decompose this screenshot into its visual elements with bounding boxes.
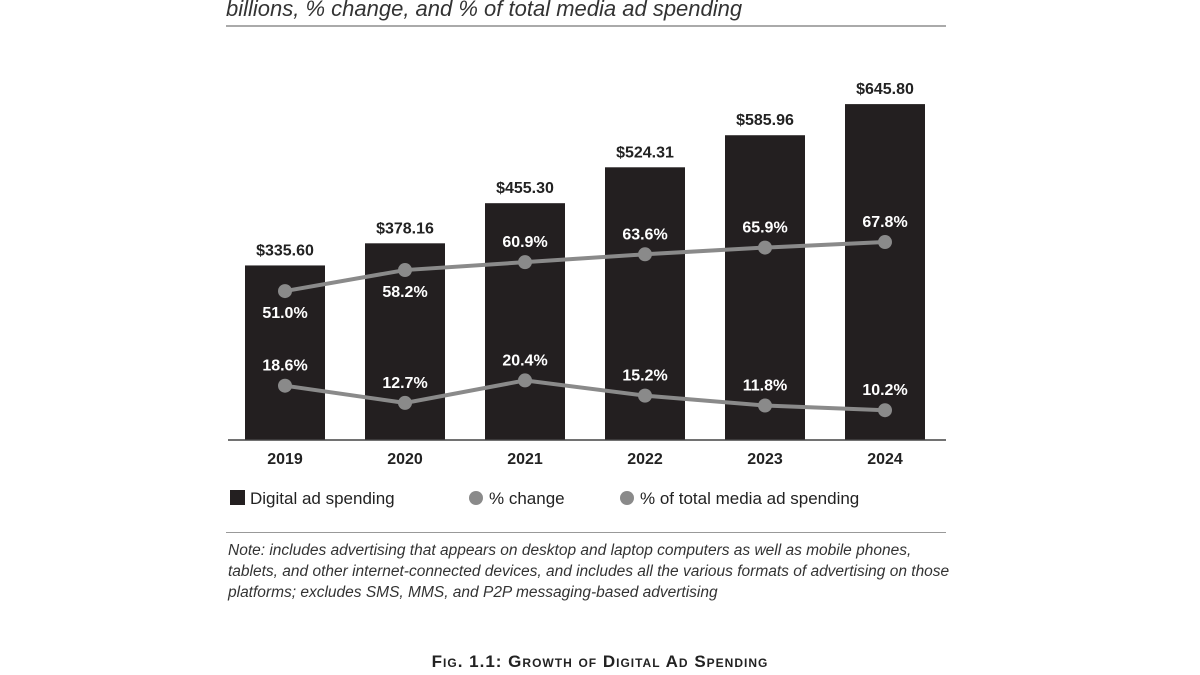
figure-caption: Fig. 1.1: Growth of Digital Ad Spending <box>431 652 769 671</box>
legend-label: Digital ad spending <box>250 489 395 508</box>
bar-label: $585.96 <box>736 112 794 129</box>
total-share-label: 63.6% <box>622 226 667 243</box>
pct-change-point <box>878 403 892 418</box>
bar-label: $524.31 <box>616 144 674 161</box>
bar-2023 <box>725 135 805 440</box>
bar-label: $455.30 <box>496 180 554 197</box>
legend-bar-swatch <box>230 490 245 505</box>
total-share-point <box>638 247 652 262</box>
pct-change-label: 12.7% <box>382 375 427 392</box>
pct-change-label: 11.8% <box>743 378 787 395</box>
total-share-label: 65.9% <box>742 220 787 237</box>
legend-total-share-swatch <box>620 491 634 505</box>
pct-change-point <box>398 395 412 410</box>
pct-change-point <box>518 373 532 388</box>
legend-label: % change <box>489 489 565 508</box>
pct-change-point <box>758 398 772 413</box>
total-share-point <box>278 284 292 299</box>
x-tick-label: 2022 <box>627 451 663 468</box>
pct-change-label: 10.2% <box>862 382 907 399</box>
total-share-label: 51.0% <box>262 305 307 322</box>
pct-change-label: 18.6% <box>262 358 307 375</box>
legend-label: % of total media ad spending <box>640 489 859 508</box>
total-share-label: 60.9% <box>502 234 547 251</box>
total-share-point <box>758 240 772 255</box>
legend-pct-change-swatch <box>469 491 483 505</box>
x-tick-label: 2021 <box>507 451 543 468</box>
bar-2024 <box>845 104 925 440</box>
total-share-label: 67.8% <box>862 214 907 231</box>
x-tick-label: 2019 <box>267 451 303 468</box>
x-tick-label: 2024 <box>867 451 903 468</box>
x-tick-label: 2023 <box>747 451 783 468</box>
total-share-point <box>398 263 412 278</box>
total-share-line <box>284 240 886 294</box>
bar-2021 <box>485 203 565 440</box>
pct-change-label: 20.4% <box>502 352 547 369</box>
chart-note: Note: includes advertising that appears … <box>228 542 950 601</box>
pct-change-label: 15.2% <box>622 368 667 385</box>
pct-change-point <box>278 378 292 393</box>
total-share-point <box>878 235 892 250</box>
bar-label: $645.80 <box>856 81 914 98</box>
bar-label: $378.16 <box>376 220 434 237</box>
pct-change-line <box>284 378 886 413</box>
chart-subtitle: billions, % change, and % of total media… <box>226 0 743 21</box>
total-share-point <box>518 255 532 270</box>
top-rule <box>226 25 946 27</box>
bar-label: $335.60 <box>256 242 314 259</box>
pct-change-point <box>638 388 652 403</box>
total-share-label: 58.2% <box>382 284 427 301</box>
x-tick-label: 2020 <box>387 451 423 468</box>
note-rule <box>226 532 946 533</box>
